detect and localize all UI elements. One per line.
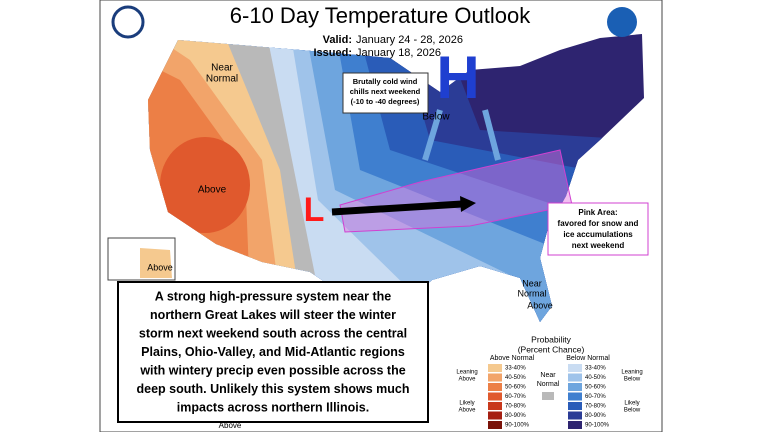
region-label: Above [198, 185, 227, 196]
region-label: Normal [517, 288, 546, 298]
legend-swatch [488, 411, 502, 420]
legend-swatch [568, 373, 582, 382]
legend-range: 90-100% [505, 423, 530, 429]
region-label: Near [211, 63, 233, 74]
legend-range: 50-60% [585, 385, 606, 391]
legend-range: 40-50% [505, 375, 526, 381]
legend-range: 50-60% [505, 385, 526, 391]
title: 6-10 Day Temperature Outlook [230, 3, 531, 28]
legend-swatch [542, 392, 554, 400]
legend-label: Below [624, 408, 641, 414]
legend-swatch [568, 421, 582, 429]
legend-swatch [488, 364, 502, 372]
summary-line: northern Great Lakes will steer the wint… [150, 308, 396, 322]
legend-range: 70-80% [505, 404, 526, 410]
region-label: Above [147, 262, 173, 272]
callout-text: favored for snow and [558, 219, 639, 228]
legend-swatch [488, 421, 502, 429]
legend-swatch [488, 383, 502, 391]
legend-label: Near [540, 372, 556, 379]
callout-text: chills next weekend [350, 87, 421, 96]
region-label: Near [522, 278, 542, 288]
legend-title: (Percent Chance) [518, 344, 585, 354]
region-label: Normal [206, 74, 238, 85]
legend-range: 80-90% [585, 413, 606, 419]
cold-arrow [422, 109, 443, 161]
high-pressure: H [436, 44, 479, 111]
legend-label: Leaning [621, 370, 642, 376]
legend-swatch [568, 383, 582, 391]
callout-text: (-10 to -40 degrees) [351, 97, 420, 106]
legend-header: Above Normal [490, 355, 535, 362]
issued-label: Issued: [313, 47, 352, 59]
legend-swatch [568, 392, 582, 401]
summary-line: storm next weekend south across the cent… [139, 326, 407, 340]
arrow-head [460, 196, 476, 212]
legend-range: 60-70% [585, 394, 606, 400]
legend-range: 90-100% [585, 423, 610, 429]
summary-line: A strong high-pressure system near the [155, 289, 391, 303]
legend-title: Probability [531, 334, 571, 344]
summary-line: with wintery precip even possible across… [139, 363, 405, 377]
valid-label: Valid: [323, 34, 352, 46]
doc-logo [111, 5, 145, 39]
legend-swatch [568, 364, 582, 372]
legend-label: Leaning [456, 370, 477, 376]
callout-text: ice accumulations [563, 230, 633, 239]
noaa-logo [607, 7, 637, 37]
legend-swatch [568, 402, 582, 410]
summary-line: impacts across northern Illinois. [177, 400, 369, 414]
legend-header: Below Normal [566, 355, 610, 362]
summary-box [117, 281, 429, 423]
low-pressure: L [304, 191, 325, 229]
callout-text: next weekend [572, 241, 625, 250]
region-label: Below [422, 112, 450, 123]
callout-text: Pink Area: [578, 208, 617, 217]
legend-range: 40-50% [585, 375, 606, 381]
legend-label: Likely [624, 401, 639, 407]
legend-label: Above [458, 377, 476, 383]
legend-swatch [568, 411, 582, 420]
summary-line: deep south. Unlikely this system shows m… [137, 382, 410, 396]
storm-arrow [331, 200, 463, 216]
pink-area-box [547, 202, 649, 256]
region-label: Above [219, 421, 242, 430]
callout-text: Brutally cold wind [353, 77, 418, 86]
legend-range: 70-80% [585, 404, 606, 410]
legend-range: 33-40% [505, 366, 526, 372]
legend-swatch [488, 402, 502, 410]
legend-swatch [488, 392, 502, 401]
legend-label: Above [458, 408, 476, 414]
legend-range: 33-40% [585, 366, 606, 372]
legend-label: Likely [459, 401, 474, 407]
legend-label: Normal [537, 381, 560, 388]
issued: January 18, 2026 [356, 47, 441, 59]
legend-range: 60-70% [505, 394, 526, 400]
legend-label: Below [624, 377, 641, 383]
cold-arrow [482, 109, 501, 161]
alaska-shape [140, 248, 172, 278]
legend-swatch [488, 373, 502, 382]
wind-chill-box [342, 72, 429, 114]
region-label: Above [527, 300, 553, 310]
valid: January 24 - 28, 2026 [356, 34, 463, 46]
legend-range: 80-90% [505, 413, 526, 419]
summary-line: Plains, Ohio-Valley, and Mid-Atlantic re… [141, 345, 405, 359]
